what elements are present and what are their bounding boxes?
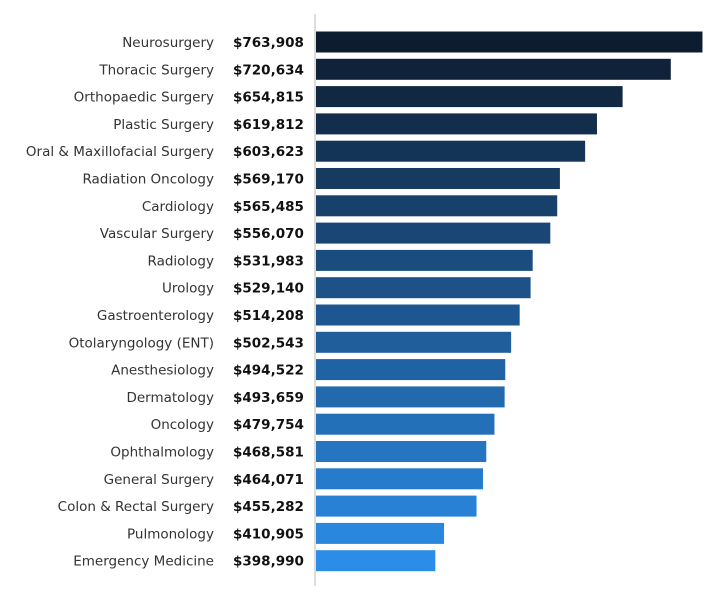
category-label: Oncology: [151, 417, 214, 433]
category-label: General Surgery: [104, 472, 214, 488]
category-label: Emergency Medicine: [73, 554, 214, 570]
data-label: $464,071: [233, 472, 304, 488]
category-label: Pulmonology: [127, 526, 214, 542]
bar: [316, 86, 623, 108]
data-label: $502,543: [233, 335, 304, 351]
bar: [316, 413, 495, 435]
bar: [316, 550, 436, 572]
bar: [316, 195, 558, 217]
data-label: $514,208: [233, 308, 304, 324]
data-label: $529,140: [233, 281, 304, 297]
category-label: Colon & Rectal Surgery: [58, 499, 214, 515]
bar: [316, 359, 506, 381]
bar: [316, 31, 703, 53]
category-label: Urology: [162, 281, 214, 297]
bar: [316, 468, 483, 490]
bar: [316, 168, 560, 189]
data-label: $494,522: [233, 363, 304, 379]
category-label: Dermatology: [126, 390, 214, 406]
data-label: $398,990: [233, 554, 304, 570]
bar: [316, 113, 597, 135]
data-label: $654,815: [233, 90, 304, 106]
category-label: Cardiology: [142, 199, 214, 215]
category-label: Plastic Surgery: [113, 117, 214, 133]
category-label: Orthopaedic Surgery: [74, 90, 214, 106]
category-label: Gastroenterology: [97, 308, 214, 324]
data-label: $410,905: [233, 526, 304, 542]
data-label: $763,908: [233, 35, 304, 51]
category-label: Ophthalmology: [110, 445, 214, 461]
data-label: $479,754: [233, 417, 304, 433]
category-label: Anesthesiology: [111, 363, 214, 379]
bar: [316, 441, 487, 462]
bar: [316, 522, 445, 544]
data-label: $468,581: [233, 445, 304, 461]
data-label: $569,170: [233, 172, 304, 188]
bar: [316, 304, 520, 326]
data-label: $531,983: [233, 253, 304, 269]
bar: [316, 249, 533, 271]
category-label: Thoracic Surgery: [98, 62, 214, 78]
data-label: $565,485: [233, 199, 304, 215]
bar: [316, 495, 477, 517]
data-label: $619,812: [233, 117, 304, 133]
bar: [316, 331, 512, 353]
category-label: Oral & Maxillofacial Surgery: [26, 144, 214, 160]
data-label: $556,070: [233, 226, 304, 242]
bar: [316, 277, 531, 299]
category-label: Radiology: [147, 253, 214, 269]
bar: [316, 58, 671, 80]
bar: [316, 140, 586, 162]
category-label: Neurosurgery: [122, 35, 214, 51]
data-label: $455,282: [233, 499, 304, 515]
data-label: $493,659: [233, 390, 304, 406]
bar: [316, 386, 505, 408]
category-label: Radiation Oncology: [82, 172, 214, 188]
category-label: Vascular Surgery: [100, 226, 214, 242]
data-label: $720,634: [233, 62, 304, 78]
category-label: Otolaryngology (ENT): [69, 335, 214, 351]
data-label: $603,623: [233, 144, 304, 160]
bar: [316, 222, 551, 244]
